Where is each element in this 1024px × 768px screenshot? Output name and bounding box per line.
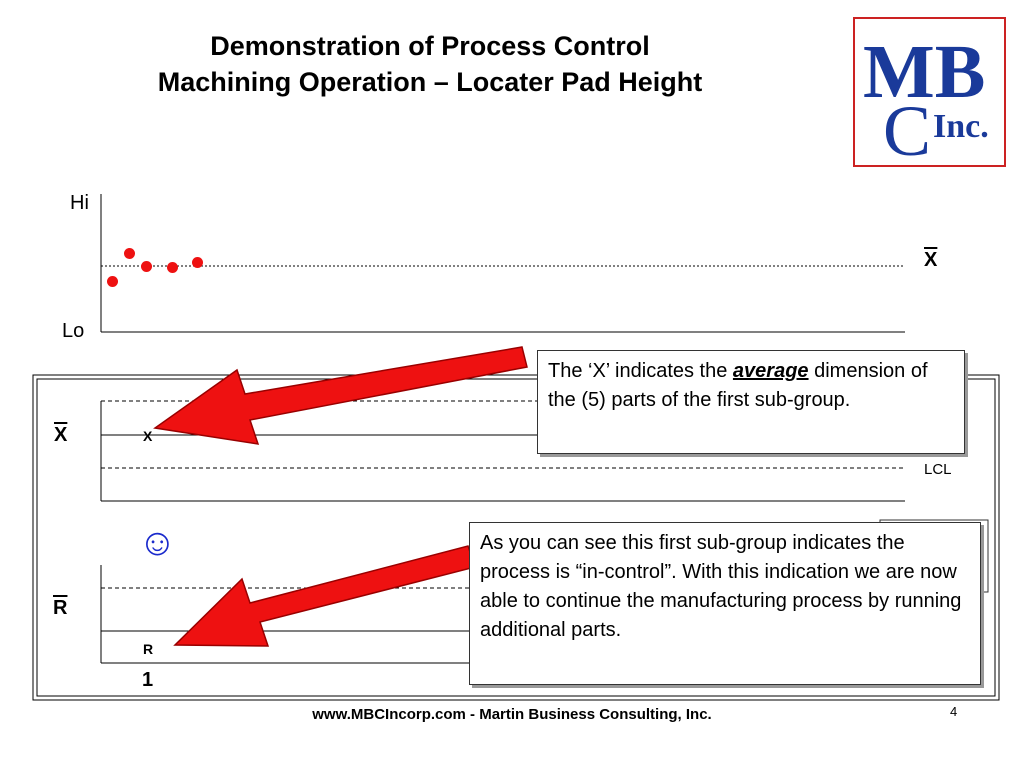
lcl-label: LCL	[924, 461, 952, 478]
mbc-logo: MB C Inc.	[853, 17, 1006, 171]
svg-text:C: C	[883, 91, 931, 165]
average-emphasis: average	[732, 360, 809, 382]
title-line-1: Demonstration of Process Control	[210, 31, 650, 61]
page-number: 4	[950, 704, 958, 719]
slide-title: Demonstration of Process Control Machini…	[60, 28, 800, 100]
average-callout: The ‘X’ indicates the average dimension …	[537, 350, 965, 454]
footer: www.MBCIncorp.com - Martin Business Cons…	[312, 706, 712, 723]
average-callout-text-1: The ‘X’ indicates the	[548, 360, 733, 382]
svg-text:MB: MB	[863, 30, 985, 114]
xbar-point-label: X	[143, 428, 153, 444]
arrow-to-xbar	[153, 346, 528, 445]
smiley-icon: ☺	[138, 522, 177, 564]
range-point-label: R	[143, 641, 154, 657]
in-control-callout: As you can see this first sub-group indi…	[469, 522, 981, 685]
title-line-2: Machining Operation – Locater Pad Height	[157, 67, 703, 97]
hi-label: Hi	[70, 192, 89, 214]
svg-text:Inc.: Inc.	[933, 108, 989, 145]
data-point	[141, 261, 152, 272]
mean-label: X	[924, 249, 938, 271]
data-point	[124, 247, 135, 259]
data-point	[192, 257, 203, 269]
subgroup-number: 1	[142, 669, 154, 691]
arrow-to-range	[173, 545, 476, 647]
range-axis-label: R	[53, 597, 68, 619]
xbar-axis-label: X	[54, 424, 68, 446]
lo-label: Lo	[62, 320, 85, 342]
average-callout-text-2: dimension of the (5) parts of the first …	[548, 360, 928, 411]
data-point	[167, 261, 178, 273]
data-point	[107, 276, 118, 287]
